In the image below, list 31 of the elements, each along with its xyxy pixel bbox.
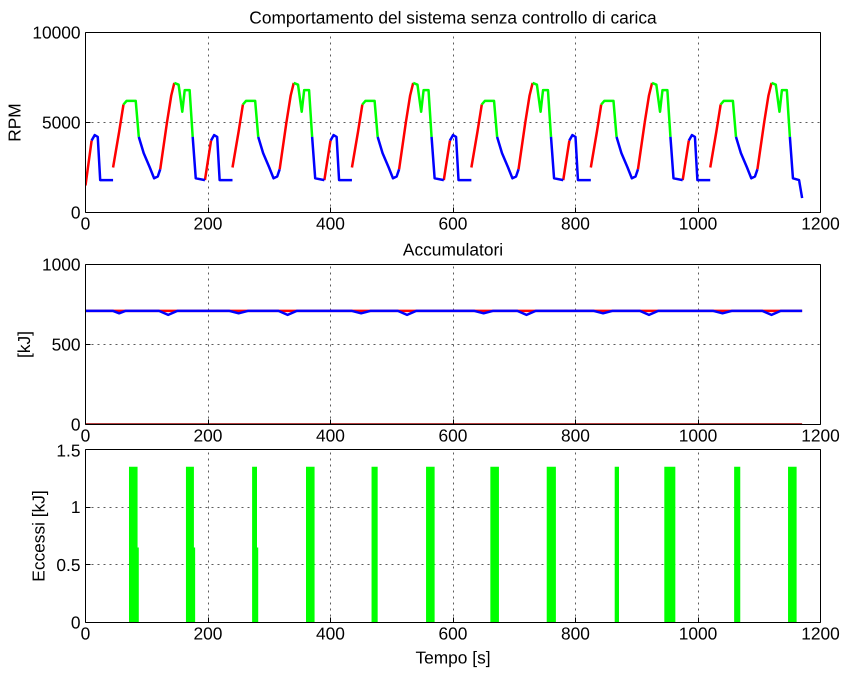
y-axis-title: [kJ] (14, 331, 34, 358)
x-tick-label: 400 (316, 426, 345, 446)
y-tick-label: 10000 (32, 22, 80, 42)
y-tick-label: 5000 (42, 112, 81, 132)
x-tick-label: 200 (194, 214, 222, 234)
y-tick-label: 0.5 (56, 554, 81, 575)
x-tick-label: 200 (194, 624, 222, 644)
x-tick-label: 600 (438, 624, 468, 644)
x-tick-label: 400 (316, 624, 345, 644)
x-tick-label: 1200 (801, 426, 840, 446)
y-tick-label: 1 (70, 497, 81, 518)
x-tick-label: 1000 (678, 426, 718, 446)
x-tick-label: 800 (561, 624, 590, 644)
x-tick-label: 800 (561, 214, 590, 234)
x-tick-label: 600 (438, 426, 468, 446)
y-tick-label: 1.5 (56, 440, 81, 460)
y-tick-label: 500 (52, 334, 81, 354)
x-axis-title: Tempo [s] (415, 648, 491, 668)
x-tick-label: 1000 (678, 214, 718, 234)
x-tick-label: 1200 (801, 624, 840, 644)
x-tick-label: 200 (194, 426, 222, 446)
x-tick-label: 1200 (801, 214, 840, 234)
chart-title: Comportamento del sistema senza controllo di carica (249, 8, 658, 28)
y-axis-title: RPM (4, 103, 24, 142)
chart-title: Accumulatori (402, 240, 504, 260)
x-tick-label: 800 (561, 426, 590, 446)
x-tick-label: 400 (316, 214, 345, 234)
y-axis-title: Eccessi [kJ] (28, 490, 48, 582)
x-tick-label: 600 (438, 214, 468, 234)
y-tick-label: 1000 (42, 254, 81, 274)
x-tick-label: 1000 (678, 624, 718, 644)
